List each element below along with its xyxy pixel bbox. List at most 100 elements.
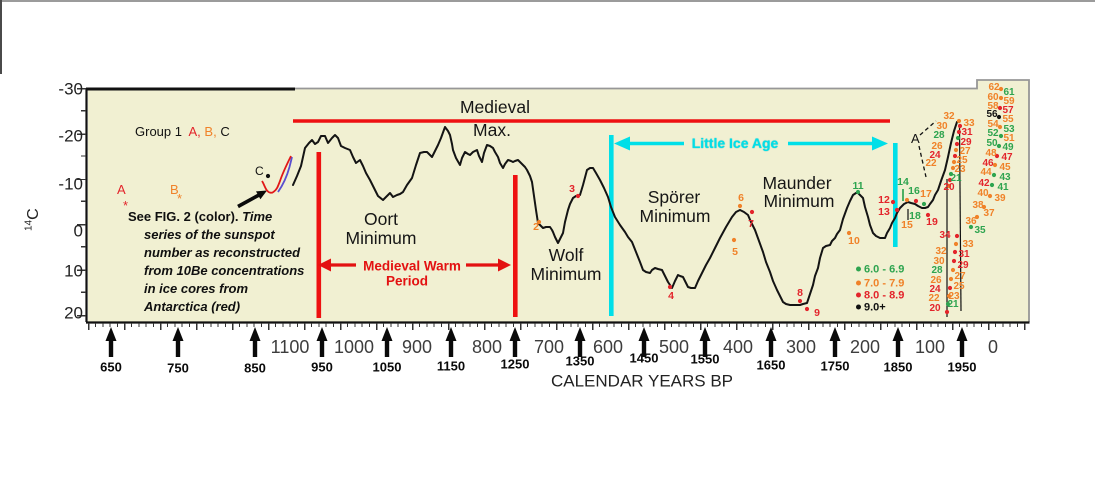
wolf-minimum-label-1: Wolf bbox=[548, 244, 584, 265]
cluster-label: 32 bbox=[943, 111, 955, 122]
cluster-label: 52 bbox=[987, 128, 999, 139]
marker-b-star: * bbox=[177, 191, 183, 206]
cluster-label: 30 bbox=[936, 121, 948, 132]
marker-c: C bbox=[255, 164, 264, 178]
cluster-label: 20 bbox=[943, 182, 955, 193]
y-tick-label: 10 bbox=[64, 261, 83, 281]
timeline-arrows bbox=[105, 327, 968, 357]
x-tick-label: 200 bbox=[849, 337, 881, 357]
caption-line-4: from 10Be concentrations bbox=[144, 263, 305, 278]
timeline-year-label: 1350 bbox=[565, 353, 595, 369]
cluster-label: 27 bbox=[954, 271, 966, 282]
cluster-label: 51 bbox=[1003, 133, 1015, 144]
cluster-label: 32 bbox=[935, 246, 947, 257]
cluster-label: 47 bbox=[1001, 152, 1013, 163]
caption-line-3: number as reconstructed bbox=[144, 245, 301, 260]
x-tick-label: 700 bbox=[533, 337, 565, 357]
caption-arrow bbox=[237, 190, 267, 209]
group-b: B, bbox=[204, 124, 217, 139]
marker-a: A bbox=[117, 182, 126, 197]
cluster-label: 45 bbox=[999, 162, 1011, 173]
lia-cyan-bar-left bbox=[609, 135, 614, 316]
cluster-label: 23 bbox=[954, 164, 966, 175]
timeline-year-label: 650 bbox=[100, 359, 122, 375]
legend-dot-icon bbox=[856, 280, 861, 286]
caption-line-1b: Time bbox=[242, 209, 273, 224]
legend-dot-icon bbox=[856, 292, 861, 298]
title-max: Max. bbox=[473, 119, 511, 140]
marker-b: B bbox=[170, 182, 179, 197]
cluster-label: 31 bbox=[961, 127, 973, 138]
legend-label: 8.0 - 8.9 bbox=[864, 289, 905, 302]
sporer-minimum-label-2: Minimum bbox=[639, 205, 711, 226]
point-label: 7 bbox=[748, 217, 754, 230]
legend-row: 7.0 - 7.9 bbox=[856, 278, 904, 290]
x-tick-label: 500 bbox=[658, 337, 690, 357]
cluster-label: 60 bbox=[987, 92, 999, 103]
cluster-label: 35 bbox=[974, 225, 986, 236]
x-tick-label: 1100 bbox=[270, 337, 310, 357]
cluster-label: 42 bbox=[978, 178, 990, 189]
legend-label: 6.0 - 6.9 bbox=[864, 263, 905, 276]
title-medieval: Medieval bbox=[459, 96, 531, 117]
x-tick-label: 900 bbox=[401, 337, 433, 357]
point-label: 3 bbox=[569, 182, 575, 195]
legend-dot-icon bbox=[856, 304, 861, 310]
timeline-year-label: 1850 bbox=[883, 359, 913, 375]
oort-minimum-label-1: Oort bbox=[363, 208, 399, 229]
cluster-label: 62 bbox=[988, 82, 1000, 93]
y-tick-label: 20 bbox=[64, 303, 83, 323]
y-axis-unit-sup: 14 bbox=[23, 219, 35, 232]
y-axis-unit: 14C bbox=[23, 208, 42, 232]
cluster-label: 56 bbox=[986, 109, 998, 120]
cluster-label: 48 bbox=[985, 148, 997, 159]
maunder-minimum-label-2: Minimum bbox=[763, 190, 835, 211]
timeline-year-label: 1550 bbox=[690, 351, 720, 367]
cluster-label: 21 bbox=[950, 173, 962, 184]
point-label: 10 bbox=[848, 234, 860, 247]
cluster-label: 61 bbox=[1003, 87, 1015, 98]
caption-line-5: in ice cores from bbox=[144, 281, 249, 296]
timeline-year-label: 1650 bbox=[756, 357, 786, 373]
cluster-label: 24 bbox=[929, 150, 941, 161]
marker-a-star: * bbox=[123, 198, 129, 213]
cluster-label: 29 bbox=[960, 137, 972, 148]
cluster-label: 54 bbox=[987, 119, 999, 130]
cluster-label: 39 bbox=[994, 193, 1006, 204]
cluster-label: 55 bbox=[1002, 114, 1014, 125]
range-line-right bbox=[958, 123, 962, 312]
cluster-label: 26 bbox=[931, 141, 943, 152]
x-tick-label: 800 bbox=[471, 337, 503, 357]
group-prefix: Group 1 bbox=[135, 124, 182, 139]
cluster-label: 22 bbox=[925, 158, 937, 169]
caption-line-1a: See FIG. 2 (color). bbox=[128, 209, 239, 224]
timeline-year-label: 950 bbox=[311, 359, 333, 375]
timeline-year-label: 1950 bbox=[947, 359, 977, 375]
point-label: 6 bbox=[738, 191, 744, 204]
cluster-label: 30 bbox=[933, 256, 945, 267]
point-label: 13 bbox=[878, 205, 890, 218]
point-label: 9 bbox=[814, 306, 820, 319]
cluster-label: 21 bbox=[947, 299, 959, 310]
cluster-label: 26 bbox=[930, 275, 942, 286]
cluster-label: 24 bbox=[929, 284, 941, 295]
timeline-year-label: 1250 bbox=[500, 356, 530, 372]
timeline-year-label: 1450 bbox=[629, 350, 659, 366]
legend-row: 6.0 - 6.9 bbox=[856, 263, 905, 276]
wolf-red-bar bbox=[513, 175, 518, 317]
y-tick-label: 0 bbox=[73, 221, 83, 241]
y-tick-label: -30 bbox=[58, 79, 83, 99]
annotation-a-dashes bbox=[918, 120, 937, 178]
cluster-label: 44 bbox=[980, 167, 992, 178]
x-tick-label: 300 bbox=[785, 337, 817, 357]
timeline-year-label: 1150 bbox=[436, 358, 466, 374]
cluster-label: 31 bbox=[958, 249, 970, 260]
timeline-year-label: 850 bbox=[244, 360, 266, 376]
plot-border-gray bbox=[295, 79, 1030, 322]
cluster-label: 41 bbox=[997, 182, 1009, 193]
point-label: 19 bbox=[926, 215, 938, 228]
group-a: A, bbox=[188, 124, 201, 139]
annotation-a-label: A bbox=[911, 131, 920, 146]
be10-red-curve bbox=[261, 155, 292, 194]
cluster-label: 28 bbox=[931, 265, 943, 276]
